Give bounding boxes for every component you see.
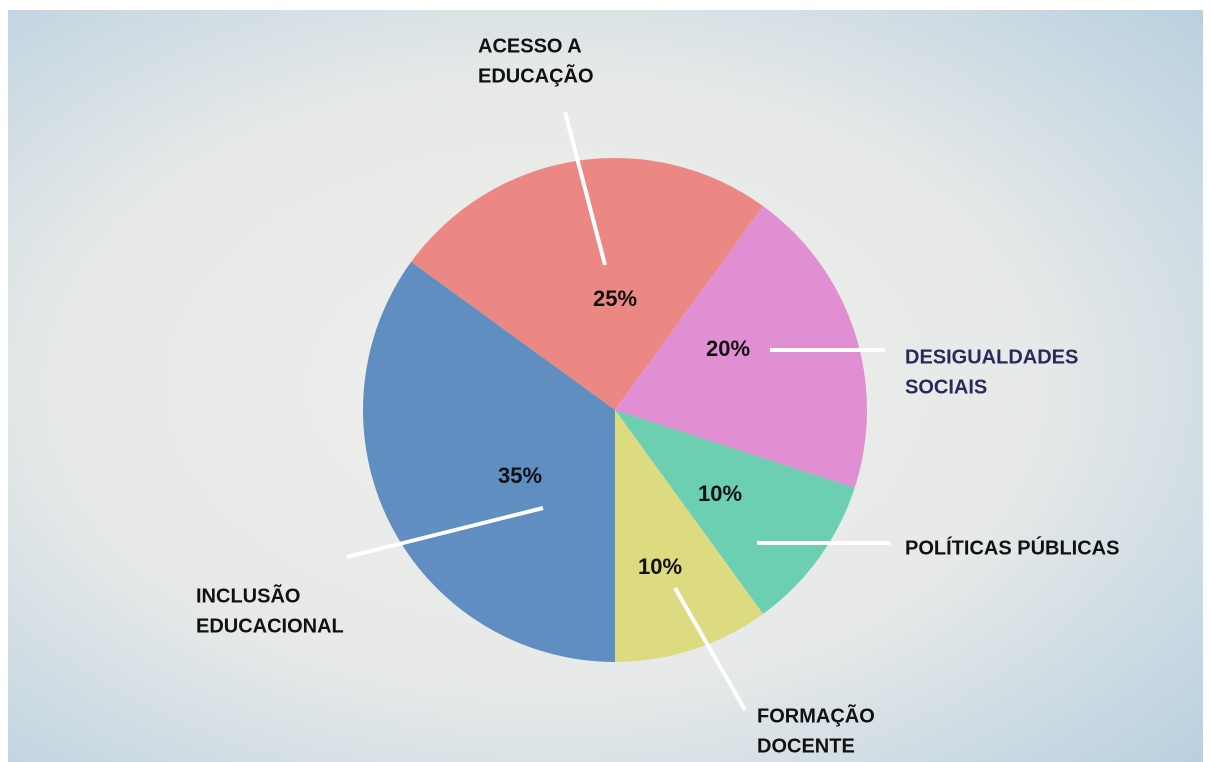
leader-line [346, 506, 544, 559]
category-label: SOCIAIS [905, 376, 987, 398]
category-label: POLÍTICAS PÚBLICAS [905, 535, 1119, 559]
category-label: FORMAÇÃO [757, 704, 875, 727]
value-label: 10% [638, 554, 682, 579]
pie-slice [615, 410, 764, 662]
value-label: 35% [498, 463, 542, 488]
value-label: 10% [698, 481, 742, 506]
category-label: EDUCACIONAL [196, 615, 344, 637]
pie-slice [362, 261, 615, 663]
pie-slice [615, 410, 855, 614]
leader-line [563, 111, 607, 266]
category-label: DESIGUALDADES [905, 346, 1078, 368]
value-label: 20% [706, 336, 750, 361]
pie-slice [411, 157, 764, 410]
category-label: INCLUSÃO [196, 584, 300, 607]
category-label: DOCENTE [757, 735, 855, 757]
category-label: EDUCAÇÃO [478, 64, 594, 87]
value-label: 25% [593, 286, 637, 311]
leader-line [673, 587, 747, 711]
category-label: ACESSO A [478, 35, 582, 57]
pie-slice [615, 206, 867, 488]
